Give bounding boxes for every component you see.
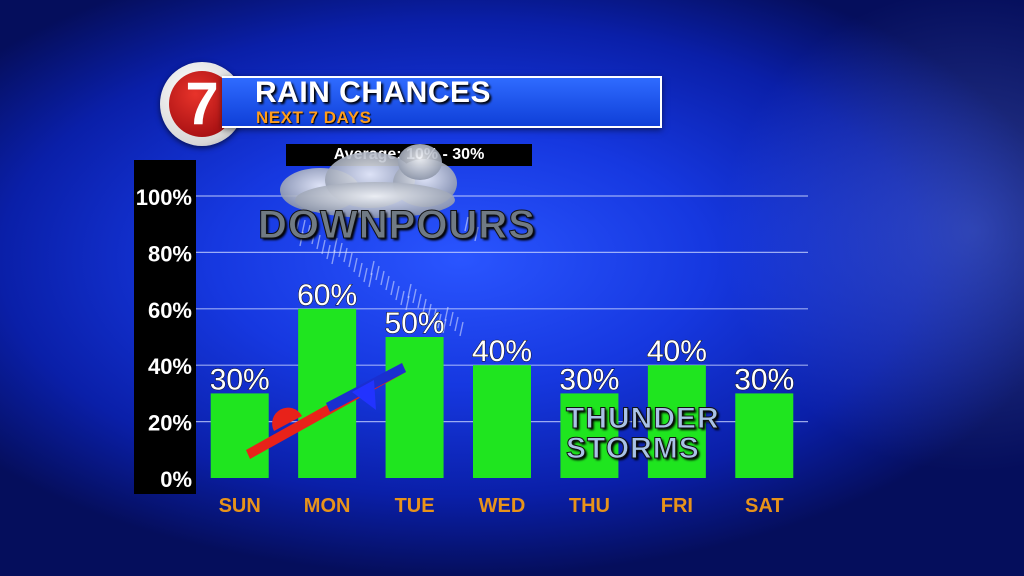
rain-streak xyxy=(316,234,321,250)
y-tick-label: 0% xyxy=(160,467,192,492)
y-axis-panel xyxy=(134,160,196,494)
value-label-tue: 50% xyxy=(385,307,445,340)
value-label-sun: 30% xyxy=(210,363,270,396)
rain-streak xyxy=(437,313,442,329)
bar-fri xyxy=(647,365,706,478)
rain-streak xyxy=(427,303,432,319)
rain-streak xyxy=(348,252,353,268)
chart-title: RAIN CHANCES xyxy=(255,76,492,109)
bar-thu xyxy=(560,393,619,478)
bar-tue xyxy=(385,337,444,478)
rain-streak xyxy=(375,265,380,281)
rain-streak xyxy=(464,216,469,232)
bar-sun xyxy=(210,393,269,478)
rain-streak xyxy=(417,293,422,309)
x-tick-label-tue: TUE xyxy=(395,495,435,517)
x-tick-label-thu: THU xyxy=(569,495,610,517)
x-tick-label-mon: MON xyxy=(304,495,351,517)
thunderstorms-label-line2: STORMS xyxy=(566,432,700,466)
rain-streak xyxy=(405,295,410,311)
x-tick-label-fri: FRI xyxy=(661,495,693,517)
value-label-sat: 30% xyxy=(734,363,794,396)
rain-streak xyxy=(343,247,348,263)
y-tick-label: 20% xyxy=(148,411,192,436)
rain-streak xyxy=(321,239,326,255)
rain-streak xyxy=(363,267,368,283)
y-tick-label: 80% xyxy=(148,241,192,266)
rain-streak xyxy=(358,262,363,278)
rain-streaks xyxy=(296,214,479,337)
title-bar xyxy=(222,76,662,128)
rain-streak xyxy=(301,219,306,235)
x-tick-label-sat: SAT xyxy=(745,495,784,517)
rain-streak xyxy=(395,285,400,301)
rain-streak xyxy=(390,280,395,296)
rain-streak xyxy=(296,214,301,230)
value-label-thu: 30% xyxy=(559,363,619,396)
rain-streak xyxy=(326,244,331,260)
rain-streak xyxy=(459,321,464,337)
rain-cloud-icon xyxy=(280,144,457,218)
rain-streak xyxy=(385,275,390,291)
rain-streak xyxy=(338,242,343,258)
x-tick-label-sun: SUN xyxy=(219,495,261,517)
chart-subtitle: NEXT 7 DAYS xyxy=(256,108,372,127)
rain-streak xyxy=(449,311,454,327)
rain-streak xyxy=(311,229,316,245)
rain-streak xyxy=(422,298,427,314)
rain-streak xyxy=(333,237,338,253)
thunderstorms-label-line1: THUNDER xyxy=(566,402,720,436)
rain-streak xyxy=(407,283,412,299)
rain-streak xyxy=(299,231,304,247)
x-tick-label-wed: WED xyxy=(479,495,526,517)
value-label-fri: 40% xyxy=(647,335,707,368)
rain-streak xyxy=(454,316,459,332)
rain-streak xyxy=(400,290,405,306)
rain-streak xyxy=(331,249,336,265)
value-label-wed: 40% xyxy=(472,335,532,368)
y-tick-label: 60% xyxy=(148,298,192,323)
bar-wed xyxy=(473,365,531,478)
rain-streak xyxy=(474,226,479,242)
value-label-mon: 60% xyxy=(297,279,357,312)
rain-streak xyxy=(370,260,375,276)
rain-streak xyxy=(368,272,373,288)
y-tick-label: 40% xyxy=(148,354,192,379)
bar-sat xyxy=(735,393,794,478)
rain-streak xyxy=(444,306,449,322)
rain-streak xyxy=(432,308,437,324)
rain-streak xyxy=(306,224,311,240)
rain-streak xyxy=(412,288,417,304)
downpours-label: DOWNPOURS xyxy=(258,203,536,248)
rain-streak xyxy=(442,318,447,334)
rain-streak xyxy=(353,257,358,273)
rain-streak xyxy=(380,270,385,286)
rain-streak xyxy=(469,221,474,237)
stationary-front-icon xyxy=(246,363,406,459)
y-tick-label: 100% xyxy=(136,185,192,210)
